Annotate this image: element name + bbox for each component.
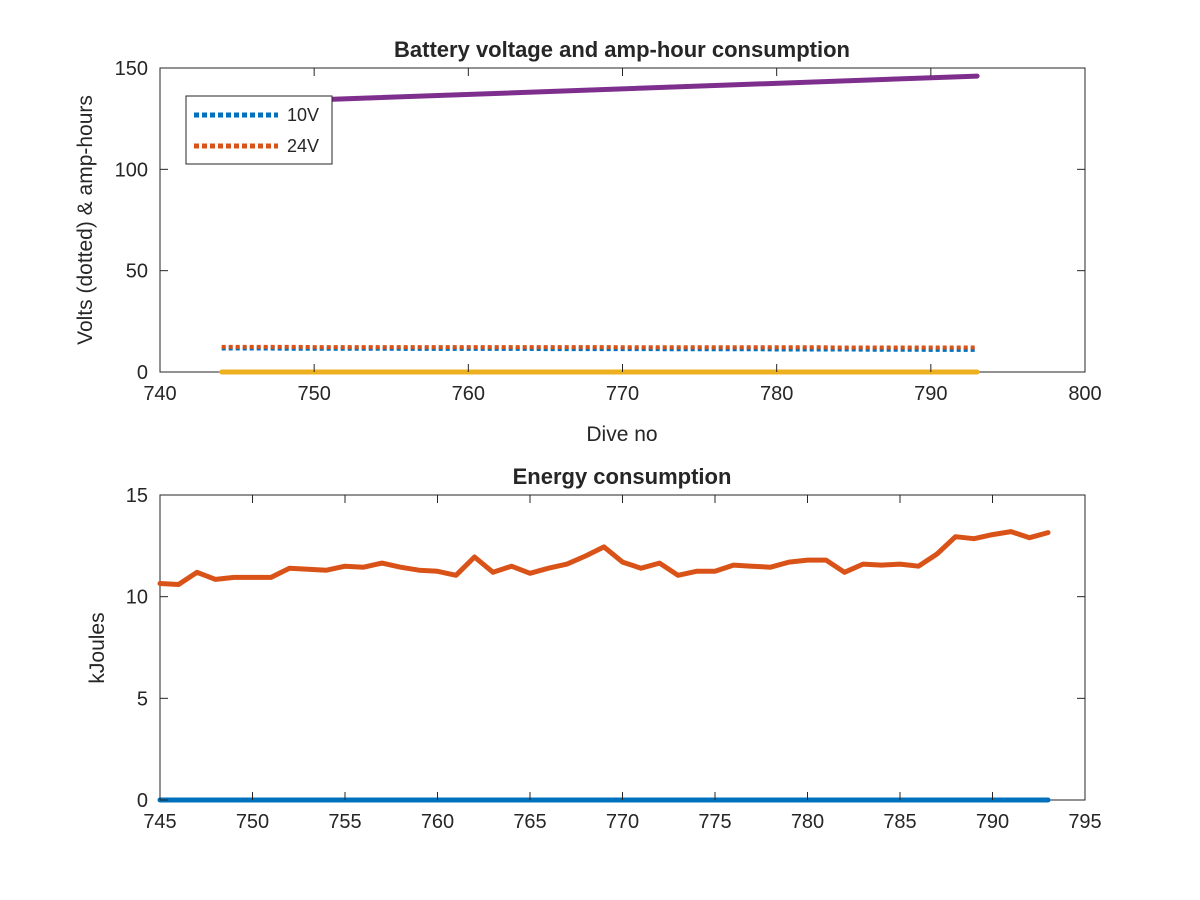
bottom-series-line-1 — [157, 529, 1051, 587]
plot-area-bottom — [159, 494, 1086, 801]
top-y-tick-label: 0 — [137, 362, 148, 384]
top-x-tick-label: 750 — [297, 383, 330, 405]
top-x-tick-label: 740 — [143, 383, 176, 405]
bottom-x-tick-label: 780 — [791, 811, 824, 833]
voltage-amphour-panel: 740 750 760 770 780 790 800 0 50 100 150 Battery v… — [74, 37, 1102, 446]
top-ticks-group: 740 750 760 770 780 790 800 0 50 100 150 — [115, 58, 1102, 405]
bottom-y-tick-label: 10 — [126, 587, 148, 609]
bottom-x-tick-label: 750 — [236, 811, 269, 833]
bottom-x-tick-label: 775 — [698, 811, 731, 833]
y-axis-label-bottom: kJoules — [86, 612, 109, 683]
bottom-y-tick-label: 15 — [126, 485, 148, 507]
bottom-ticks-group: 745 750 755 760 765 770 775 780 785 790 795 0 5 10 15 — [126, 485, 1102, 833]
legend-box — [185, 95, 333, 165]
bottom-y-tick-label: 5 — [137, 688, 148, 710]
top-x-tick-label: 780 — [760, 383, 793, 405]
top-y-tick-label: 50 — [126, 261, 148, 283]
bottom-x-tick-label: 745 — [143, 811, 176, 833]
bottom-x-tick-label: 790 — [976, 811, 1009, 833]
energy-panel: 745 750 755 760 765 770 775 780 785 790 795051015 … — [86, 464, 1102, 833]
top-x-tick-label: 800 — [1068, 383, 1101, 405]
chart-title-top: Battery voltage and amp-hour consumption — [394, 37, 850, 62]
top-x-tick-label: 770 — [606, 383, 639, 405]
bottom-y-tick-label: 0 — [137, 790, 148, 812]
bottom-x-tick-label: 755 — [328, 811, 361, 833]
top-x-tick-label: 790 — [914, 383, 947, 405]
legend-label-24v: 24V — [287, 136, 319, 156]
bottom-x-tick-label: 795 — [1068, 811, 1101, 833]
top-y-tick-label: 100 — [115, 159, 148, 181]
top-x-tick-label: 760 — [452, 383, 485, 405]
legend-label-10v: 10V — [287, 105, 319, 125]
x-axis-label-top: Dive no — [586, 423, 657, 446]
bottom-x-tick-label: 760 — [421, 811, 454, 833]
y-axis-label-top: Volts (dotted) & amp-hours — [74, 95, 97, 345]
top-y-tick-label: 150 — [115, 58, 148, 80]
bottom-x-tick-label: 770 — [606, 811, 639, 833]
chart-title-bottom: Energy consumption — [513, 464, 732, 489]
bottom-x-tick-label: 785 — [883, 811, 916, 833]
legend: 10V 24V — [185, 95, 333, 165]
top-series-line-3 — [327, 73, 980, 102]
top-series-group — [219, 73, 980, 375]
bottom-x-tick-label: 765 — [513, 811, 546, 833]
